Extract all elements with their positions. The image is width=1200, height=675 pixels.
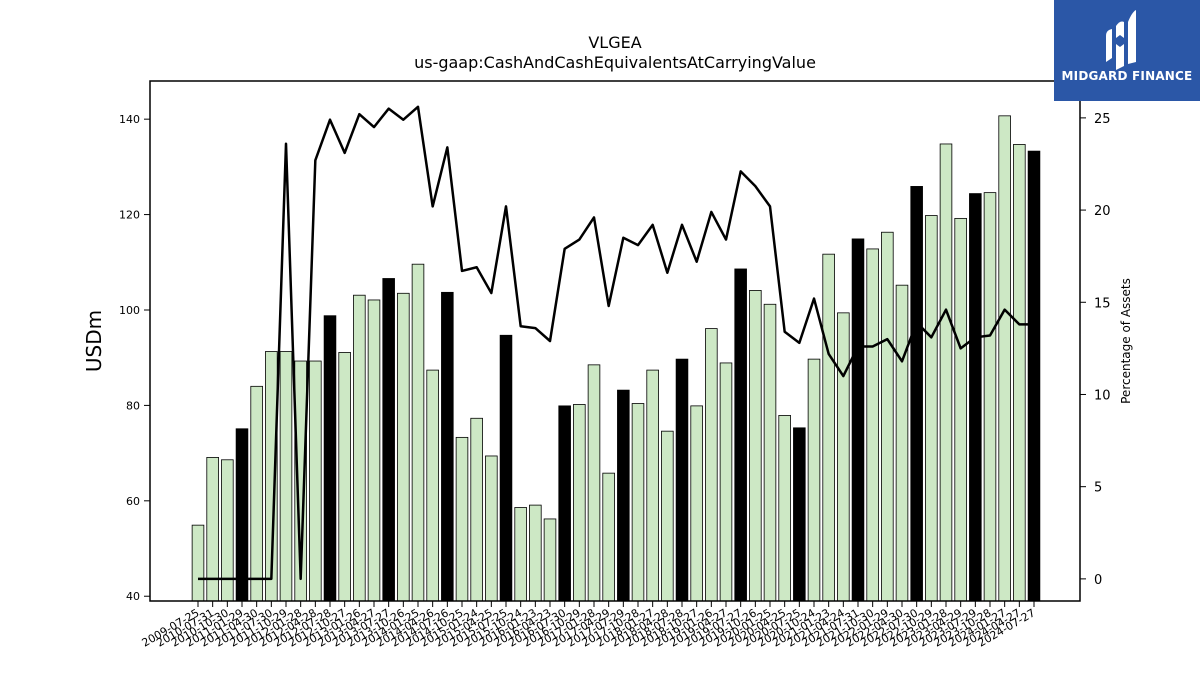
bars-layer: [191, 115, 1041, 602]
bar-2021-07-31: [851, 238, 865, 602]
bar-2019-04-27: [719, 362, 733, 602]
bar-2014-07-26: [441, 291, 454, 602]
bar-2019-01-26: [705, 328, 718, 602]
bar-2014-04-26: [426, 369, 439, 602]
bar-2019-07-27: [734, 268, 747, 602]
bar-2016-01-23: [529, 504, 542, 602]
bar-2017-07-29: [617, 389, 630, 602]
y2-tick-label: 5: [1094, 481, 1102, 496]
bar-2021-10-30: [866, 248, 879, 602]
bar-2017-01-28: [587, 364, 601, 602]
bar-2020-10-24: [807, 358, 821, 602]
bar-2015-01-24: [470, 417, 483, 602]
bar-2024-04-27: [1013, 144, 1026, 602]
bar-2019-10-26: [749, 290, 762, 602]
plot-frame: [149, 80, 1081, 602]
bar-2011-04-30: [250, 385, 263, 602]
bar-2016-04-23: [543, 518, 557, 602]
bar-2016-10-29: [573, 404, 586, 602]
bar-2023-01-28: [939, 143, 953, 602]
bar-2018-04-28: [661, 430, 674, 602]
bar-2015-07-25: [499, 334, 513, 602]
bar-2013-10-26: [397, 292, 410, 602]
bar-2012-07-28: [323, 315, 337, 602]
bar-2011-10-29: [279, 351, 293, 602]
bar-2013-01-26: [353, 294, 366, 602]
bar-2022-10-29: [925, 215, 938, 602]
y-tick-label: 140: [119, 113, 140, 126]
bar-2020-07-25: [793, 427, 806, 602]
bar-2013-04-27: [367, 299, 381, 602]
y2-tick-label: 0: [1094, 573, 1102, 588]
y-tick-label: 60: [126, 495, 140, 508]
bar-2023-04-29: [954, 217, 967, 602]
bar-2024-01-27: [998, 115, 1011, 602]
bar-2022-07-30: [910, 186, 923, 602]
bar-2012-04-28: [309, 360, 322, 602]
axes-layer: 40608010012014005101520252009-07-252010-…: [119, 112, 1111, 650]
bar-2012-10-27: [338, 352, 351, 602]
bar-2020-01-25: [763, 303, 777, 602]
y-tick-label: 40: [126, 590, 140, 603]
series-line-percentage: [198, 105, 1034, 581]
bar-2014-10-25: [455, 436, 469, 602]
brand-logo: MIDGARD FINANCE: [1054, 0, 1200, 101]
y2-axis-label: Percentage of Assets: [1119, 278, 1133, 404]
bar-2013-07-27: [382, 278, 395, 602]
y-tick-label: 100: [119, 304, 140, 317]
y-tick-label: 80: [126, 399, 140, 412]
chart-subtitle: us-gaap:CashAndCashEquivalentsAtCarrying…: [414, 53, 816, 72]
y2-tick-label: 15: [1094, 296, 1111, 311]
bar-2018-10-27: [690, 405, 703, 602]
bar-2017-04-29: [602, 472, 615, 602]
y-tick-label: 120: [119, 209, 140, 222]
y2-tick-label: 20: [1094, 204, 1111, 219]
bar-2022-01-29: [881, 231, 894, 602]
bar-2020-04-25: [778, 415, 791, 602]
chart-title: VLGEA: [588, 33, 642, 52]
y2-tick-label: 10: [1094, 388, 1111, 403]
bar-2015-04-25: [485, 455, 498, 602]
bar-2018-01-27: [646, 369, 659, 602]
brand-logo-text: MIDGARD FINANCE: [1061, 69, 1193, 83]
y2-tick-label: 25: [1094, 112, 1111, 127]
bar-2023-07-29: [969, 193, 982, 602]
bar-2016-07-30: [558, 405, 571, 602]
bar-2022-04-30: [895, 284, 909, 602]
bar-2021-04-24: [837, 312, 850, 602]
bar-2021-01-23: [822, 253, 835, 602]
bar-2009-07-25: [191, 524, 205, 602]
bar-2018-07-28: [675, 358, 689, 602]
bar-2024-07-27: [1027, 150, 1041, 602]
bar-2014-01-25: [411, 263, 425, 602]
midgard-logo-icon: [1106, 10, 1136, 70]
bar-2015-10-24: [514, 507, 527, 602]
y-axis-label: USDm: [82, 310, 106, 372]
bar-2011-01-29: [235, 428, 249, 602]
bar-2017-10-28: [631, 403, 645, 602]
bar-2023-10-28: [983, 192, 997, 602]
